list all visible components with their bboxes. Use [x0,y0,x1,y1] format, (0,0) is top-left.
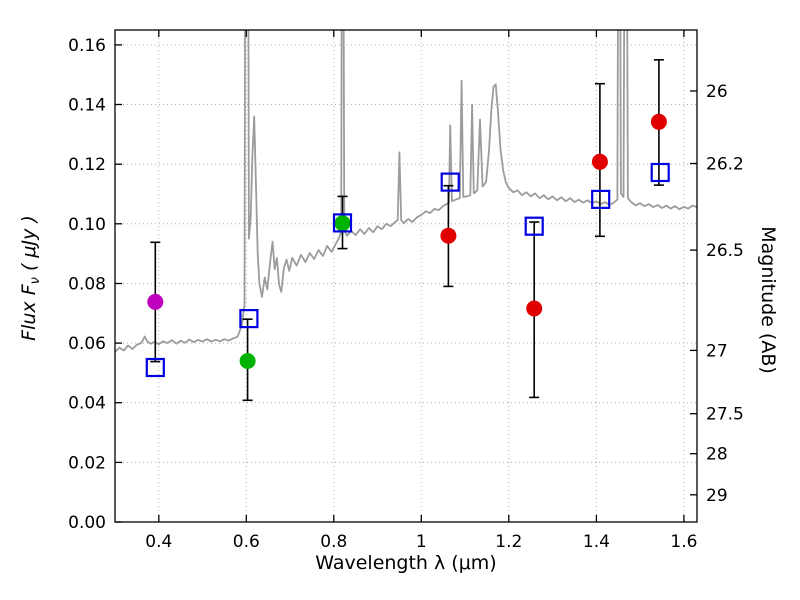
x-tick-label: 1.4 [583,532,610,552]
axis-frame [114,29,698,523]
model-point-square [524,216,544,236]
data-point-circle-observed-flux-infrared [526,300,543,317]
data-point-circle-observed-flux-optical [334,215,351,232]
data-point-circle-observed-flux-infrared [650,113,667,130]
y-tick-label-left: 0.12 [68,155,106,175]
magnitude-tick-label: 26.2 [706,155,744,175]
y-tick-label-left: 0.00 [68,513,106,533]
y-tick-label-left: 0.16 [68,36,106,56]
data-point-circle-observed-flux-infrared [440,227,457,244]
magnitude-tick-label: 29 [706,486,728,506]
model-point-square [650,162,670,183]
model-point-square [440,172,460,192]
magnitude-tick-label: 27.5 [706,405,744,425]
data-point-circle-observed-flux-optical [239,353,256,369]
y-tick-label-left: 0.14 [68,96,106,116]
y-tick-label-left: 0.08 [68,274,106,294]
data-point-circle-observed-flux-uv [147,293,164,310]
y-tick-label-left: 0.04 [68,394,106,414]
y-axis-label-left: Flux Fν ( μJy ) [18,68,46,488]
y-tick-label-left: 0.10 [68,215,106,235]
y-axis-label-left-suffix: ( μJy ) [18,215,40,278]
model-point-square [591,189,611,209]
x-tick-label: 1.6 [670,532,697,552]
magnitude-tick-label: 26.5 [706,241,744,261]
x-tick-label: 0.4 [145,532,172,552]
y-axis-label-left-prefix: Flux F [18,284,40,341]
magnitude-tick-label: 28 [706,445,728,465]
model-point-square [145,357,165,378]
magnitude-tick-label: 26 [706,82,728,102]
x-tick-label: 0.6 [233,532,260,552]
y-axis-label-left-subscript: ν [28,277,43,285]
data-point-circle-observed-flux-infrared [591,153,608,170]
model-point-square [332,213,353,233]
x-tick-label: 1.2 [495,532,522,552]
x-tick-label: 1 [416,532,427,552]
x-axis-label: Wavelength λ (μm) [315,552,497,574]
y-tick-label-left: 0.06 [68,334,106,354]
x-tick-label: 0.8 [320,532,347,552]
model-point-square [239,309,259,329]
magnitude-tick-label: 27 [706,341,728,361]
y-axis-label-right: Magnitude (AB) [757,226,779,374]
y-tick-label-left: 0.02 [68,453,106,473]
